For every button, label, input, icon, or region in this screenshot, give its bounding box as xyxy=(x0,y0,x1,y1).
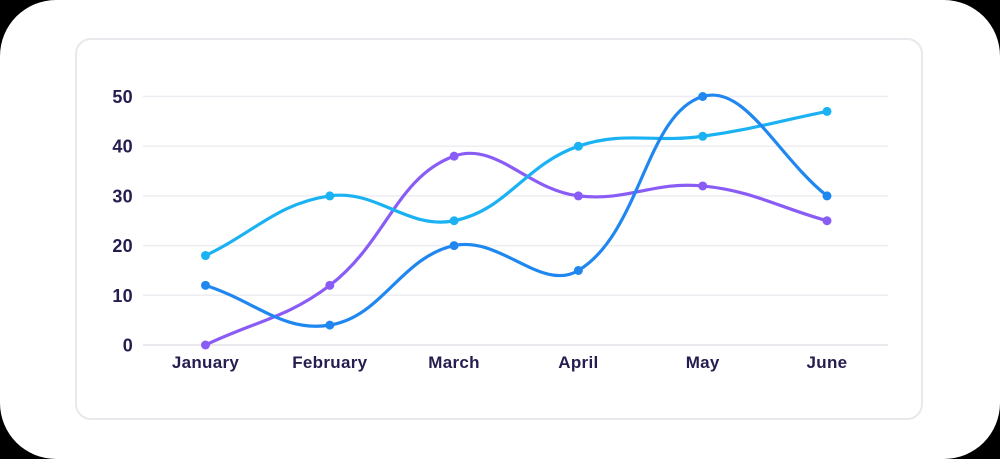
y-tick-label: 30 xyxy=(112,186,133,206)
data-point-purple[interactable] xyxy=(449,151,459,161)
y-tick-label: 0 xyxy=(123,336,133,356)
data-point-purple[interactable] xyxy=(325,280,335,290)
data-point-cyan[interactable] xyxy=(449,216,459,226)
data-point-cyan[interactable] xyxy=(822,106,832,116)
data-point-blue[interactable] xyxy=(698,92,708,101)
x-tick-label: April xyxy=(558,353,598,372)
data-point-cyan[interactable] xyxy=(573,141,583,151)
y-tick-label: 10 xyxy=(112,286,133,306)
data-point-blue[interactable] xyxy=(822,191,832,201)
data-point-blue[interactable] xyxy=(573,265,583,275)
data-point-blue[interactable] xyxy=(449,241,459,251)
data-point-cyan[interactable] xyxy=(698,131,708,141)
y-tick-label: 50 xyxy=(112,87,133,107)
x-tick-label: March xyxy=(428,353,480,372)
series-line-cyan xyxy=(203,109,829,258)
data-point-cyan[interactable] xyxy=(325,191,335,201)
x-tick-label: June xyxy=(807,353,848,372)
data-point-blue[interactable] xyxy=(201,280,210,290)
data-point-purple[interactable] xyxy=(201,340,210,350)
data-point-cyan[interactable] xyxy=(201,251,210,261)
y-tick-label: 20 xyxy=(112,236,133,256)
y-tick-label: 40 xyxy=(112,137,133,157)
x-tick-label: February xyxy=(292,353,367,372)
x-tick-label: January xyxy=(172,353,240,372)
data-point-purple[interactable] xyxy=(573,191,583,201)
data-point-blue[interactable] xyxy=(325,320,335,330)
data-point-purple[interactable] xyxy=(822,216,832,226)
series-line-purple xyxy=(203,151,829,347)
data-point-purple[interactable] xyxy=(698,181,708,191)
chart-card xyxy=(75,38,923,420)
x-tick-label: May xyxy=(686,353,720,372)
